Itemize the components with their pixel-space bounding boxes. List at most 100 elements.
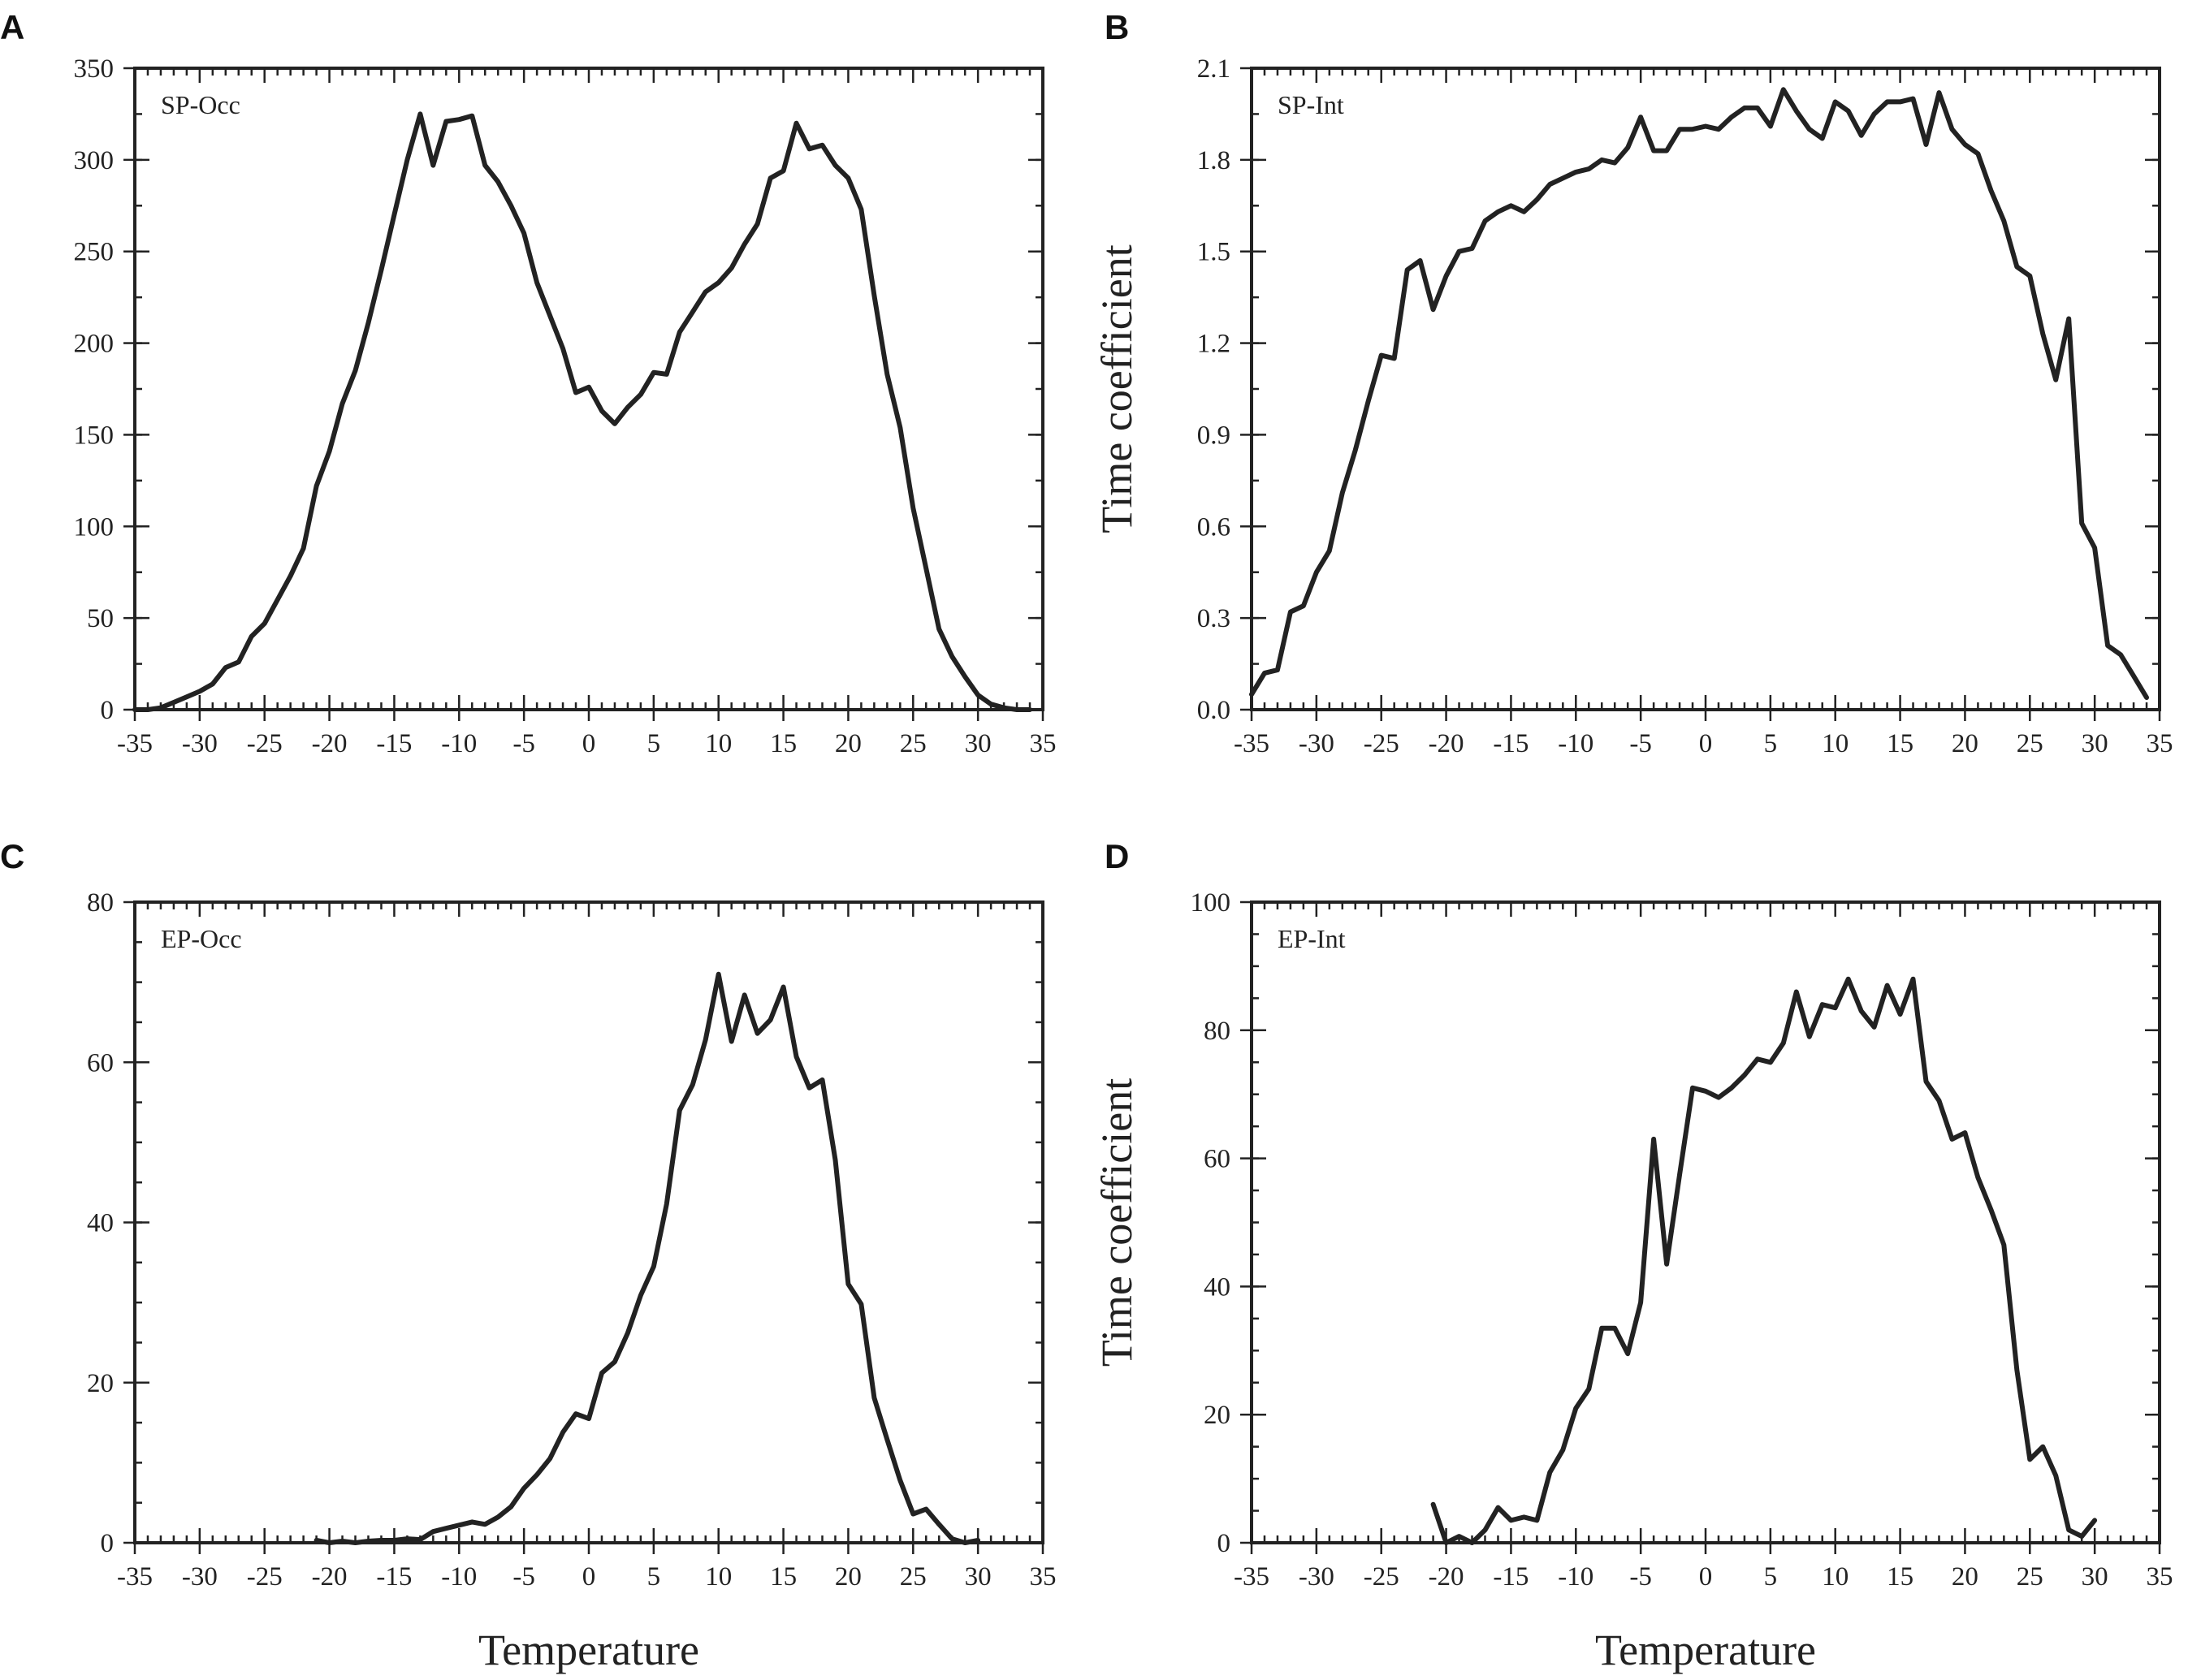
- y-tick-label: 100: [1191, 888, 1231, 918]
- x-tick-label: 35: [1030, 1562, 1057, 1591]
- y-tick-label: 350: [74, 54, 115, 84]
- data-point: [949, 654, 954, 659]
- data-point: [1625, 145, 1630, 150]
- data-point: [703, 289, 708, 294]
- x-tick-label: 0: [582, 729, 596, 758]
- data-point: [936, 627, 941, 632]
- data-point: [288, 573, 293, 578]
- data-point: [703, 1038, 708, 1043]
- data-point: [625, 405, 630, 410]
- data-point: [223, 665, 228, 670]
- series-line: [1430, 976, 2098, 1545]
- data-point: [1846, 109, 1851, 114]
- data-point: [1729, 1086, 1734, 1090]
- x-tick-label: 0: [582, 1562, 596, 1591]
- x-tick-label: -5: [1629, 1562, 1652, 1591]
- data-point: [1547, 1470, 1552, 1475]
- x-tick-label: -25: [247, 729, 283, 758]
- chart-panel-c: C -35 -30 -25 -20 -15 -10 -5 0 5 10 15 20 25 30 35 0 20 40…: [0, 837, 1057, 1674]
- data-point: [586, 1416, 591, 1421]
- data-point: [482, 163, 487, 168]
- data-point: [599, 1371, 604, 1376]
- data-point: [1301, 603, 1306, 608]
- data-point: [1924, 1079, 1929, 1084]
- data-point: [379, 1538, 384, 1543]
- x-tick-label: -25: [1364, 729, 1399, 758]
- data-point: [1677, 1172, 1682, 1177]
- data-point: [391, 213, 396, 218]
- data-point: [158, 706, 163, 710]
- data-point: [353, 1540, 358, 1545]
- data-point: [2014, 1367, 2019, 1372]
- data-point: [1638, 114, 1643, 119]
- data-point: [1392, 356, 1397, 361]
- y-axis-label: Time coefficient: [1092, 244, 1141, 533]
- data-point: [1508, 203, 1513, 208]
- data-point: [612, 421, 617, 426]
- data-point: [495, 1514, 500, 1519]
- data-point: [417, 111, 422, 116]
- data-point: [781, 168, 786, 173]
- data-point: [1833, 99, 1838, 104]
- data-point: [547, 313, 552, 318]
- x-tick-label: -35: [117, 729, 153, 758]
- data-point: [2131, 674, 2136, 679]
- data-point: [1664, 149, 1669, 153]
- data-point: [729, 266, 734, 270]
- data-point: [1496, 209, 1501, 214]
- x-tick-label: 15: [770, 1562, 797, 1591]
- data-point: [1924, 142, 1929, 147]
- x-tick-label: -30: [182, 1562, 218, 1591]
- data-point: [1612, 1326, 1617, 1331]
- data-point: [1534, 197, 1539, 202]
- y-tick-label: 60: [1204, 1145, 1230, 1174]
- data-point: [975, 693, 980, 697]
- data-point: [430, 1529, 435, 1534]
- x-tick-label: -15: [376, 729, 412, 758]
- y-tick-label: 0.6: [1197, 512, 1230, 542]
- data-point: [1833, 1005, 1838, 1010]
- x-tick-label: -30: [182, 729, 218, 758]
- x-tick-label: 10: [705, 1562, 732, 1591]
- data-point: [845, 1281, 850, 1286]
- data-point: [2144, 695, 2149, 700]
- data-point: [2092, 1518, 2097, 1522]
- x-tick-label: 25: [2017, 1562, 2043, 1591]
- data-point: [1898, 99, 1903, 104]
- data-point: [1521, 209, 1526, 214]
- y-tick-label: 100: [74, 512, 115, 542]
- x-tick-label: 25: [2017, 729, 2043, 758]
- data-point: [1001, 706, 1006, 710]
- data-point: [755, 1031, 760, 1036]
- x-tick-label: -25: [1364, 1562, 1399, 1591]
- data-point: [2001, 218, 2006, 223]
- data-point: [379, 267, 384, 272]
- x-tick-label: -20: [1429, 729, 1464, 758]
- data-point: [1586, 1387, 1591, 1392]
- data-point: [2105, 643, 2110, 648]
- data-point: [1366, 399, 1371, 404]
- x-tick-label: 25: [900, 1562, 927, 1591]
- data-point: [1573, 1406, 1578, 1410]
- data-point: [586, 385, 591, 390]
- y-tick-label: 0: [101, 1529, 115, 1558]
- data-point: [858, 1302, 863, 1306]
- data-point: [314, 484, 319, 489]
- panel-letter: C: [0, 837, 24, 875]
- data-point: [1457, 1534, 1462, 1539]
- data-point: [508, 1505, 513, 1509]
- data-point: [1288, 610, 1293, 615]
- data-point: [2066, 317, 2071, 322]
- data-point: [1379, 353, 1384, 358]
- data-point: [1508, 1518, 1513, 1522]
- y-tick-label: 50: [87, 604, 114, 633]
- data-point: [1898, 1012, 1903, 1017]
- data-point: [1768, 1060, 1773, 1065]
- x-tick-label: 5: [1764, 1562, 1778, 1591]
- x-tick-label: -30: [1299, 729, 1334, 758]
- data-point: [1314, 570, 1319, 575]
- x-tick-label: 30: [965, 1562, 992, 1591]
- y-tick-label: 1.8: [1197, 146, 1230, 175]
- data-point: [1768, 124, 1773, 129]
- data-point: [1470, 1540, 1475, 1545]
